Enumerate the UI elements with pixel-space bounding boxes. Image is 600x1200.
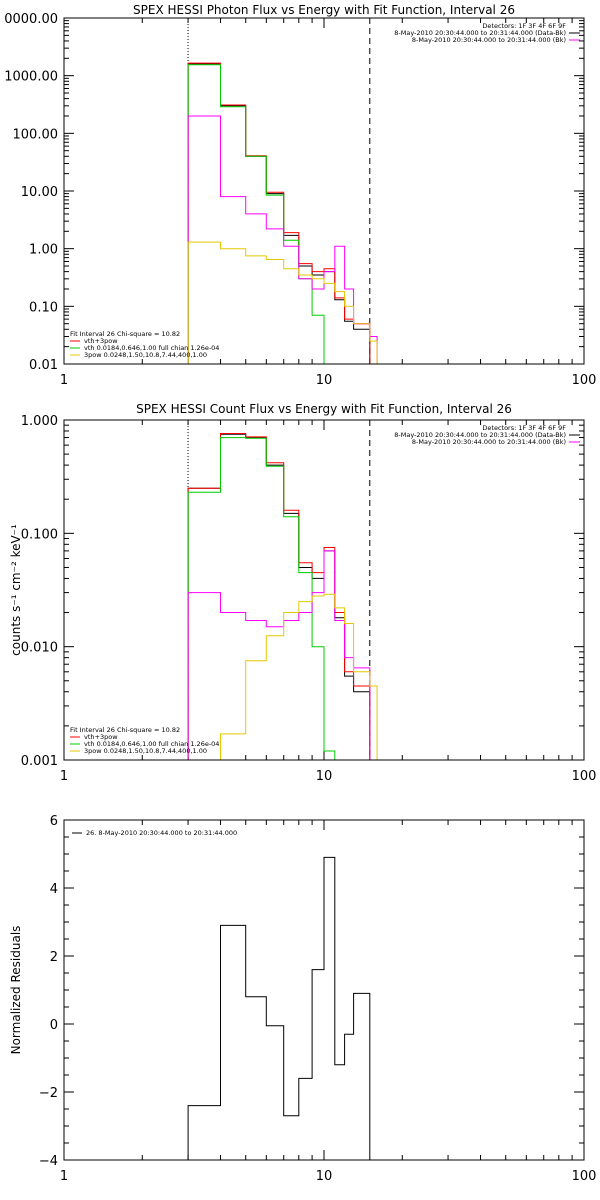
series-2-step-line	[187, 62, 378, 364]
fit-legend-label: vth 0.0184,0.646,1.00 full chian 1.26e-0…	[84, 740, 219, 748]
info-text: Detectors: 1F 3F 4F 6F 9F	[482, 424, 566, 432]
x-tick-label: 10	[316, 1169, 333, 1184]
x-tick-label: 100	[572, 769, 597, 784]
series-3-step-line	[187, 437, 378, 760]
series-2-step-line	[187, 433, 378, 760]
y-tick-label: −2	[39, 1086, 58, 1101]
x-tick-label: 10	[316, 769, 333, 784]
chart-title: SPEX HESSI Photon Flux vs Energy with Fi…	[133, 3, 515, 17]
y-tick-label: 0	[50, 1018, 58, 1033]
y-tick-label: 2	[50, 950, 58, 965]
info-text: Detectors: 1F 3F 4F 6F 9F	[482, 22, 566, 30]
y-tick-label: 0.100	[21, 527, 58, 542]
y-tick-label: 1000.00	[4, 70, 58, 85]
info-text: 8-May-2010 20:30:44.000 to 20:31:44.000 …	[412, 438, 566, 446]
y-tick-label: 10.00	[21, 185, 58, 200]
chart-2: SPEX HESSI Count Flux vs Energy with Fit…	[9, 402, 596, 784]
y-tick-label: 0000.00	[4, 12, 58, 27]
y-tick-label: −4	[39, 1154, 58, 1169]
info-text: 8-May-2010 20:30:44.000 to 20:31:44.000 …	[394, 29, 566, 37]
chart-1: SPEX HESSI Photon Flux vs Energy with Fi…	[4, 3, 596, 388]
x-tick-label: 100	[572, 373, 597, 388]
chart-title: SPEX HESSI Count Flux vs Energy with Fit…	[136, 402, 512, 416]
info-text: 8-May-2010 20:30:44.000 to 20:31:44.000 …	[412, 36, 566, 44]
info-text: 8-May-2010 20:30:44.000 to 20:31:44.000 …	[394, 431, 566, 439]
series-5-step-line	[187, 241, 378, 364]
y-axis-label: counts s⁻¹ cm⁻² keV⁻¹	[9, 524, 23, 656]
y-axis-label: Normalized Residuals	[9, 926, 23, 1055]
series-4-step-line	[187, 550, 378, 760]
chart-3: Normalized Residuals 1 10 100 −4 −2 0 2 4 6 26. 8-…	[9, 814, 596, 1184]
fit-legend-label: vth+3pow	[84, 337, 118, 345]
y-tick-label: 0.001	[21, 754, 58, 769]
y-tick-label: 4	[50, 882, 58, 897]
series-4-step-line	[187, 115, 378, 364]
fit-legend-label: 3pow 0.0248,1.50,10.8,7.44,400,1.00	[84, 351, 207, 359]
fit-legend-label: 3pow 0.0248,1.50,10.8,7.44,400,1.00	[84, 747, 207, 755]
plot-frame	[63, 17, 585, 365]
x-tick-label: 1	[60, 373, 68, 388]
plot-frame	[63, 419, 585, 761]
y-tick-label: 6	[50, 814, 58, 829]
series-1-step-line	[187, 856, 371, 1160]
y-tick-label: 0.10	[29, 300, 58, 315]
fit-header: Fit Interval 26 Chi-square = 10.82	[70, 330, 180, 338]
x-tick-label: 1	[60, 1169, 68, 1184]
y-tick-label: 100.00	[13, 127, 59, 142]
x-tick-label: 10	[316, 373, 333, 388]
y-tick-label: 1.000	[21, 414, 58, 429]
series-5-step-line	[187, 593, 378, 760]
y-tick-label: 0.01	[29, 358, 58, 373]
plot-frame	[63, 819, 585, 1161]
y-tick-label: 1.00	[29, 243, 58, 258]
fit-header: Fit Interval 26 Chi-square = 10.82	[70, 726, 180, 734]
series-1-step-line	[187, 433, 378, 760]
residual-legend-label: 26. 8-May-2010 20:30:44.000 to 20:31:44.…	[86, 829, 237, 837]
fit-legend-label: vth+3pow	[84, 733, 118, 741]
x-tick-label: 100	[572, 1169, 597, 1184]
fit-legend-label: vth 0.0184,0.646,1.00 full chian 1.26e-0…	[84, 344, 219, 352]
y-tick-label: 0.010	[21, 641, 58, 656]
x-tick-label: 1	[60, 769, 68, 784]
